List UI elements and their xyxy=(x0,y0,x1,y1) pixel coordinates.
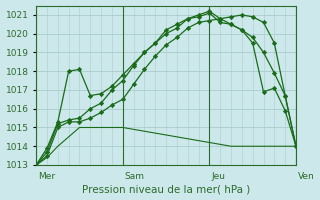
Text: Mer: Mer xyxy=(38,172,55,181)
Text: Jeu: Jeu xyxy=(211,172,225,181)
Text: Sam: Sam xyxy=(124,172,145,181)
X-axis label: Pression niveau de la mer( hPa ): Pression niveau de la mer( hPa ) xyxy=(82,184,250,194)
Text: Ven: Ven xyxy=(298,172,315,181)
